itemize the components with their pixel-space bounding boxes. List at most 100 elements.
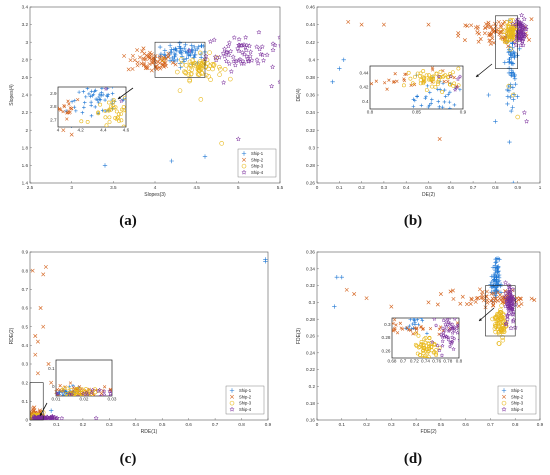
star-marker xyxy=(452,318,458,321)
circle-marker xyxy=(406,70,411,75)
circle-marker xyxy=(196,64,202,70)
star-marker xyxy=(439,352,445,358)
circle-marker xyxy=(114,109,119,114)
circle-marker xyxy=(426,354,431,358)
x-marker xyxy=(446,79,450,84)
x-marker xyxy=(139,61,144,66)
y-tick-label: 0.3 xyxy=(309,300,316,305)
circle-marker xyxy=(512,38,517,43)
plus-marker xyxy=(502,60,508,65)
circle-marker xyxy=(198,97,204,102)
star-marker xyxy=(512,301,519,307)
circle-marker xyxy=(72,395,76,396)
plus-marker xyxy=(504,87,510,93)
x-axis-label: FDE(2) xyxy=(420,429,436,435)
star-marker xyxy=(447,321,453,326)
star-marker xyxy=(230,54,236,60)
star-marker xyxy=(223,58,230,64)
circle-marker xyxy=(217,64,222,70)
x-marker xyxy=(502,19,507,24)
y-tick-label: 0.34 xyxy=(306,110,315,115)
inset-x-tick-label: 4.2 xyxy=(77,128,84,133)
x-tick-label: 0.9 xyxy=(515,185,522,190)
circle-marker xyxy=(418,71,423,76)
plus-marker xyxy=(512,76,518,82)
plus-marker xyxy=(93,88,98,93)
x-marker xyxy=(392,328,394,332)
series-ship-3 xyxy=(490,303,509,346)
inset-x-tick-label: 0.7 xyxy=(400,359,407,364)
x-marker xyxy=(497,296,502,301)
plus-marker xyxy=(425,84,430,88)
x-marker xyxy=(469,297,474,302)
legend-label: Ship-1 xyxy=(251,151,264,156)
star-marker xyxy=(221,46,228,52)
inset-x-tick-label: 0.74 xyxy=(421,359,430,364)
plus-marker xyxy=(409,327,414,331)
circle-marker xyxy=(195,65,201,71)
plus-marker xyxy=(183,49,188,54)
circle-marker xyxy=(499,327,505,332)
star-marker xyxy=(513,18,520,24)
circle-marker xyxy=(79,394,83,396)
x-marker xyxy=(456,33,461,38)
plus-marker xyxy=(102,163,108,168)
x-marker xyxy=(497,32,502,37)
star-marker xyxy=(457,74,463,79)
x-marker xyxy=(145,66,150,71)
plus-marker xyxy=(95,98,100,102)
circle-marker xyxy=(421,351,426,356)
star-marker xyxy=(523,118,530,124)
x-tick-label: 0.2 xyxy=(80,422,87,427)
plus-marker xyxy=(435,87,440,92)
y-tick-label: 1.4 xyxy=(22,181,29,186)
circle-marker xyxy=(421,69,426,74)
circle-marker xyxy=(426,347,431,352)
x-marker xyxy=(517,296,522,301)
y-axis-label: FDE(3) xyxy=(296,328,302,344)
x-marker xyxy=(286,73,289,76)
plus-marker xyxy=(167,58,173,63)
plus-marker xyxy=(413,320,417,325)
plus-marker xyxy=(510,51,516,56)
x-tick-label: 0.1 xyxy=(336,185,343,190)
x-marker xyxy=(387,78,391,82)
star-marker xyxy=(203,53,209,59)
legend-label: Ship-4 xyxy=(511,407,524,412)
star-marker xyxy=(259,43,266,49)
star-marker xyxy=(89,390,94,395)
plus-marker xyxy=(101,93,105,97)
plus-marker xyxy=(492,274,497,279)
inset-x-tick-label: 0.03 xyxy=(108,397,117,402)
star-marker xyxy=(264,52,270,58)
x-marker xyxy=(490,296,495,301)
x-marker xyxy=(35,419,39,420)
plus-marker xyxy=(173,46,179,51)
x-marker xyxy=(33,423,37,427)
x-marker xyxy=(364,296,369,301)
star-marker xyxy=(84,390,89,395)
y-axis-label: RDE(2) xyxy=(9,327,15,344)
star-marker xyxy=(449,341,454,346)
plus-marker xyxy=(505,101,510,107)
x-marker xyxy=(56,388,60,392)
circle-marker xyxy=(217,72,222,77)
star-marker xyxy=(451,346,456,352)
circle-marker xyxy=(98,102,103,107)
plus-marker xyxy=(410,322,415,326)
plus-marker xyxy=(412,318,417,323)
x-tick-label: 0.4 xyxy=(413,422,420,427)
x-tick-label: 3.5 xyxy=(110,185,117,190)
plus-marker xyxy=(506,65,512,71)
x-marker xyxy=(58,106,60,110)
x-marker xyxy=(437,327,442,331)
circle-marker xyxy=(197,50,203,56)
star-marker xyxy=(226,39,233,45)
plus-marker xyxy=(229,388,235,393)
y-tick-label: 3 xyxy=(25,40,28,45)
y-tick-label: 0.46 xyxy=(306,5,315,10)
x-marker xyxy=(399,326,403,330)
x-tick-label: 2.5 xyxy=(27,185,34,190)
star-marker xyxy=(519,33,525,39)
